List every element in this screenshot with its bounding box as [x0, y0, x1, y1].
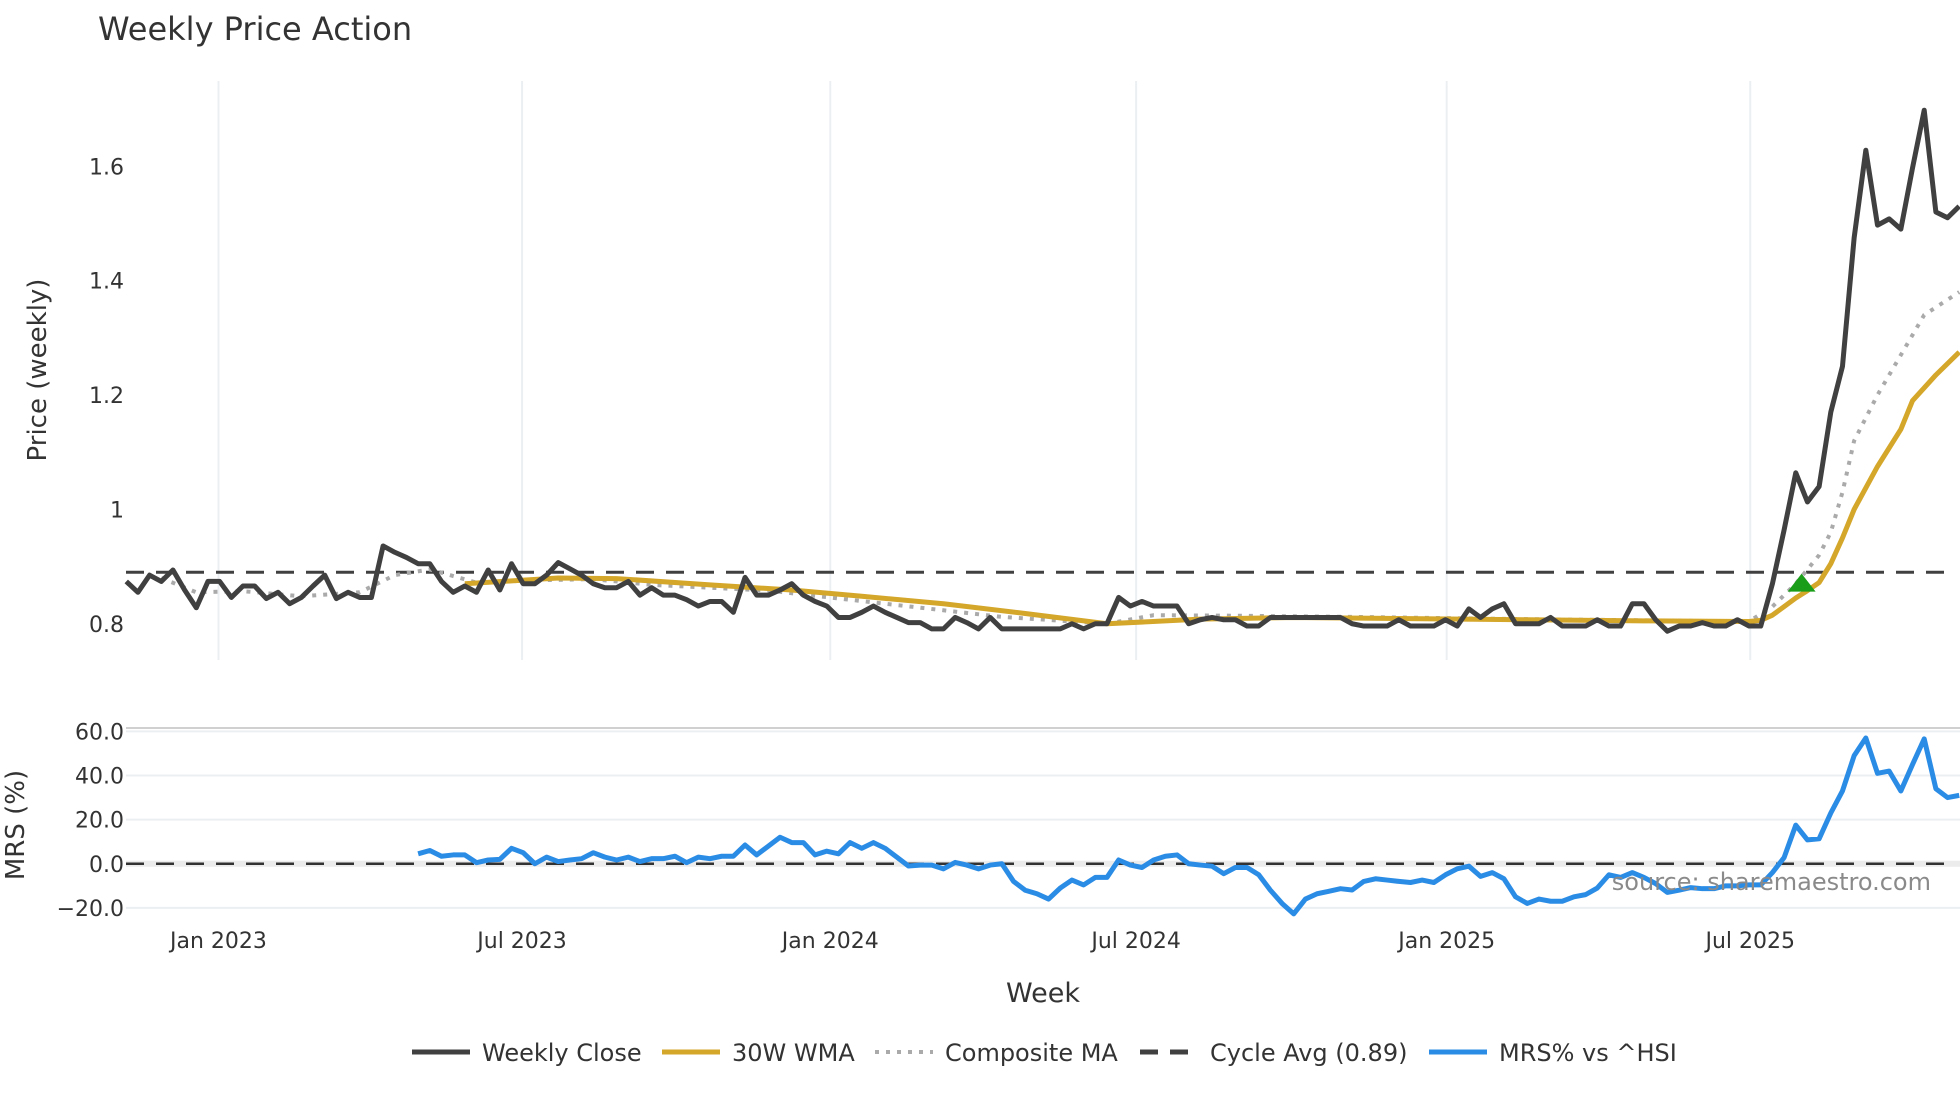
- wma-30w-line: [464, 350, 1960, 627]
- legend-item: Composite MA: [875, 1039, 1118, 1067]
- legend-item: 30W WMA: [662, 1039, 855, 1067]
- x-tick-label: Jan 2024: [780, 929, 879, 954]
- y-tick-label-price: 0.8: [89, 613, 124, 638]
- legend: Weekly Close 30W WMA Composite MA Cycle Avg…: [412, 1039, 1677, 1067]
- legend-label: MRS% vs ^HSI: [1499, 1039, 1677, 1067]
- legend-item: Weekly Close: [412, 1039, 642, 1067]
- legend-item: Cycle Avg (0.89): [1140, 1039, 1407, 1067]
- y-axis-label-price: Price (weekly): [23, 279, 53, 462]
- source-annotation: source: sharemaestro.com: [1612, 868, 1931, 896]
- legend-label: Weekly Close: [482, 1039, 642, 1067]
- y-tick-label-price: 1.2: [89, 384, 124, 409]
- legend-label: Composite MA: [945, 1039, 1118, 1067]
- x-tick-label: Jul 2023: [475, 929, 567, 954]
- x-tick-label: Jul 2025: [1703, 929, 1795, 954]
- x-axis-label: Week: [1006, 978, 1080, 1009]
- y-tick-label-price: 1.4: [89, 270, 124, 295]
- y-tick-label-price: 1.6: [89, 155, 124, 180]
- x-tick-label: Jan 2025: [1396, 929, 1495, 954]
- weekly-close-line: [124, 107, 1960, 634]
- legend-label: 30W WMA: [732, 1039, 855, 1067]
- composite-ma-line: [160, 290, 1960, 626]
- x-tick-label: Jul 2024: [1089, 929, 1181, 954]
- y-tick-label-mrs: 40.0: [75, 765, 124, 790]
- y-axis-label-mrs: MRS (%): [1, 770, 31, 880]
- y-tick-label-mrs: 60.0: [75, 720, 124, 745]
- buy-signal-marker: [1787, 573, 1816, 592]
- y-tick-label-mrs: 20.0: [75, 809, 124, 834]
- chart-title: Weekly Price Action: [98, 10, 412, 48]
- mrs-line: [417, 735, 1960, 917]
- y-tick-label-mrs: 0.0: [89, 853, 124, 878]
- y-tick-label-mrs: −20.0: [57, 897, 124, 922]
- legend-item: MRS% vs ^HSI: [1429, 1039, 1677, 1067]
- legend-label: Cycle Avg (0.89): [1210, 1039, 1407, 1067]
- y-tick-label-price: 1: [110, 498, 124, 523]
- x-tick-label: Jan 2023: [168, 929, 267, 954]
